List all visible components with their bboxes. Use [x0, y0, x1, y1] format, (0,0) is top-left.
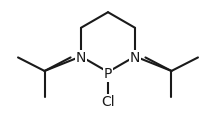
Text: N: N: [130, 51, 140, 65]
Text: Cl: Cl: [101, 95, 115, 109]
Text: N: N: [76, 51, 86, 65]
Text: P: P: [104, 66, 112, 81]
